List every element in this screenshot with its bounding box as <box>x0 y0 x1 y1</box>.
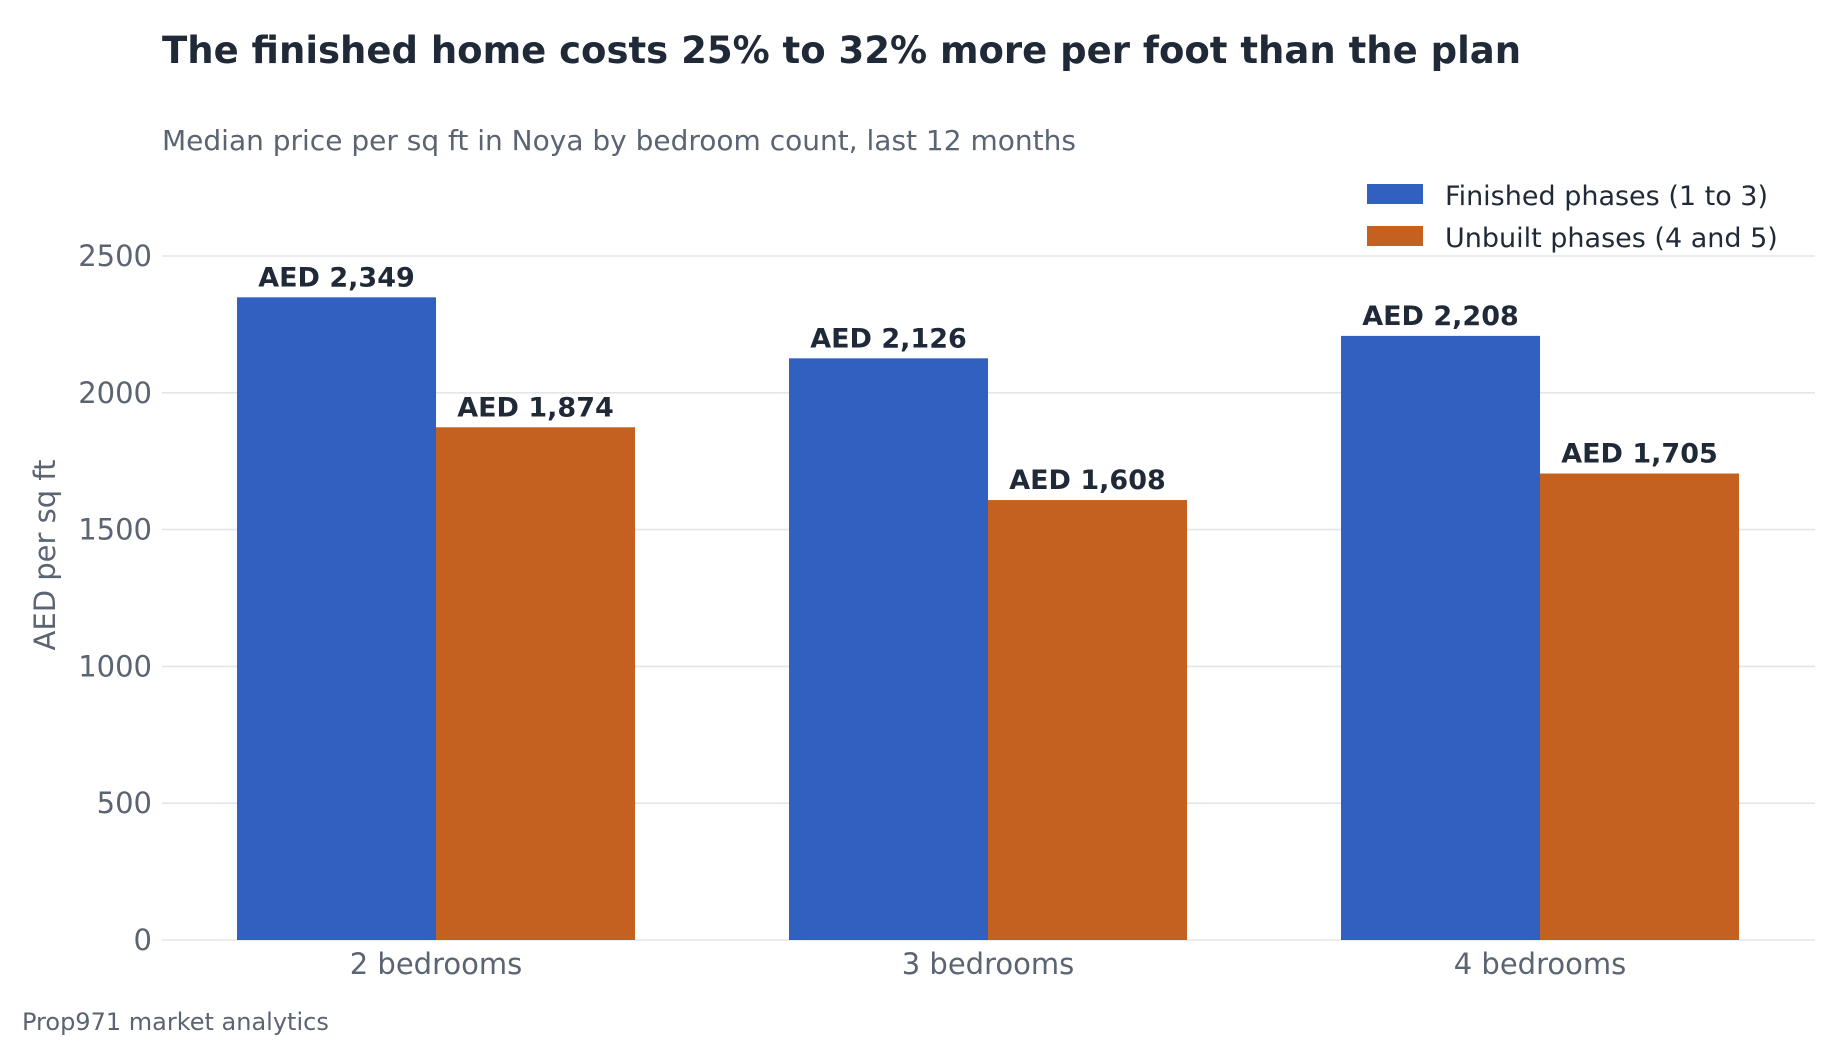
data-label-finished-3br: AED 2,126 <box>810 323 967 354</box>
data-label-finished-2br: AED 2,349 <box>258 262 415 293</box>
data-label-finished-4br: AED 2,208 <box>1362 301 1519 332</box>
legend-label-unbuilt: Unbuilt phases (4 and 5) <box>1445 223 1778 254</box>
bar-unbuilt-2br <box>436 427 635 941</box>
bar-finished-2br <box>237 297 436 940</box>
x-tick-label-4br: 4 bedrooms <box>1454 947 1626 981</box>
y-tick-label-500: 500 <box>97 786 152 820</box>
legend-label-finished: Finished phases (1 to 3) <box>1445 181 1768 212</box>
bars <box>237 297 1739 941</box>
y-tick-label-2500: 2500 <box>78 239 152 273</box>
data-label-unbuilt-4br: AED 1,705 <box>1561 439 1718 470</box>
y-tick-label-1000: 1000 <box>78 649 152 683</box>
bar-unbuilt-4br <box>1540 473 1739 940</box>
data-label-unbuilt-2br: AED 1,874 <box>457 392 614 423</box>
legend-swatch-unbuilt <box>1367 226 1423 246</box>
chart-subtitle: Median price per sq ft in Noya by bedroo… <box>162 124 1076 157</box>
y-tick-label-2000: 2000 <box>78 376 152 410</box>
y-axis-label: AED per sq ft <box>28 460 62 651</box>
legend-swatch-finished <box>1367 184 1423 204</box>
y-axis-ticks: 0 500 1000 1500 2000 2500 <box>78 239 152 957</box>
bar-finished-4br <box>1341 335 1540 940</box>
x-axis-ticks: 2 bedrooms 3 bedrooms 4 bedrooms <box>350 947 1626 981</box>
x-tick-label-3br: 3 bedrooms <box>902 947 1074 981</box>
footer-source: Prop971 market analytics <box>22 1008 329 1036</box>
y-tick-label-0: 0 <box>134 923 152 957</box>
chart-title: The finished home costs 25% to 32% more … <box>162 29 1521 72</box>
legend: Finished phases (1 to 3) Unbuilt phases (… <box>1367 181 1778 254</box>
bar-finished-3br <box>789 358 988 940</box>
x-tick-label-2br: 2 bedrooms <box>350 947 522 981</box>
bar-unbuilt-3br <box>988 500 1187 940</box>
y-tick-label-1500: 1500 <box>78 513 152 547</box>
data-label-unbuilt-3br: AED 1,608 <box>1009 465 1166 496</box>
data-labels: AED 2,349 AED 1,874 AED 2,126 AED 1,608 AED … <box>258 262 1718 496</box>
